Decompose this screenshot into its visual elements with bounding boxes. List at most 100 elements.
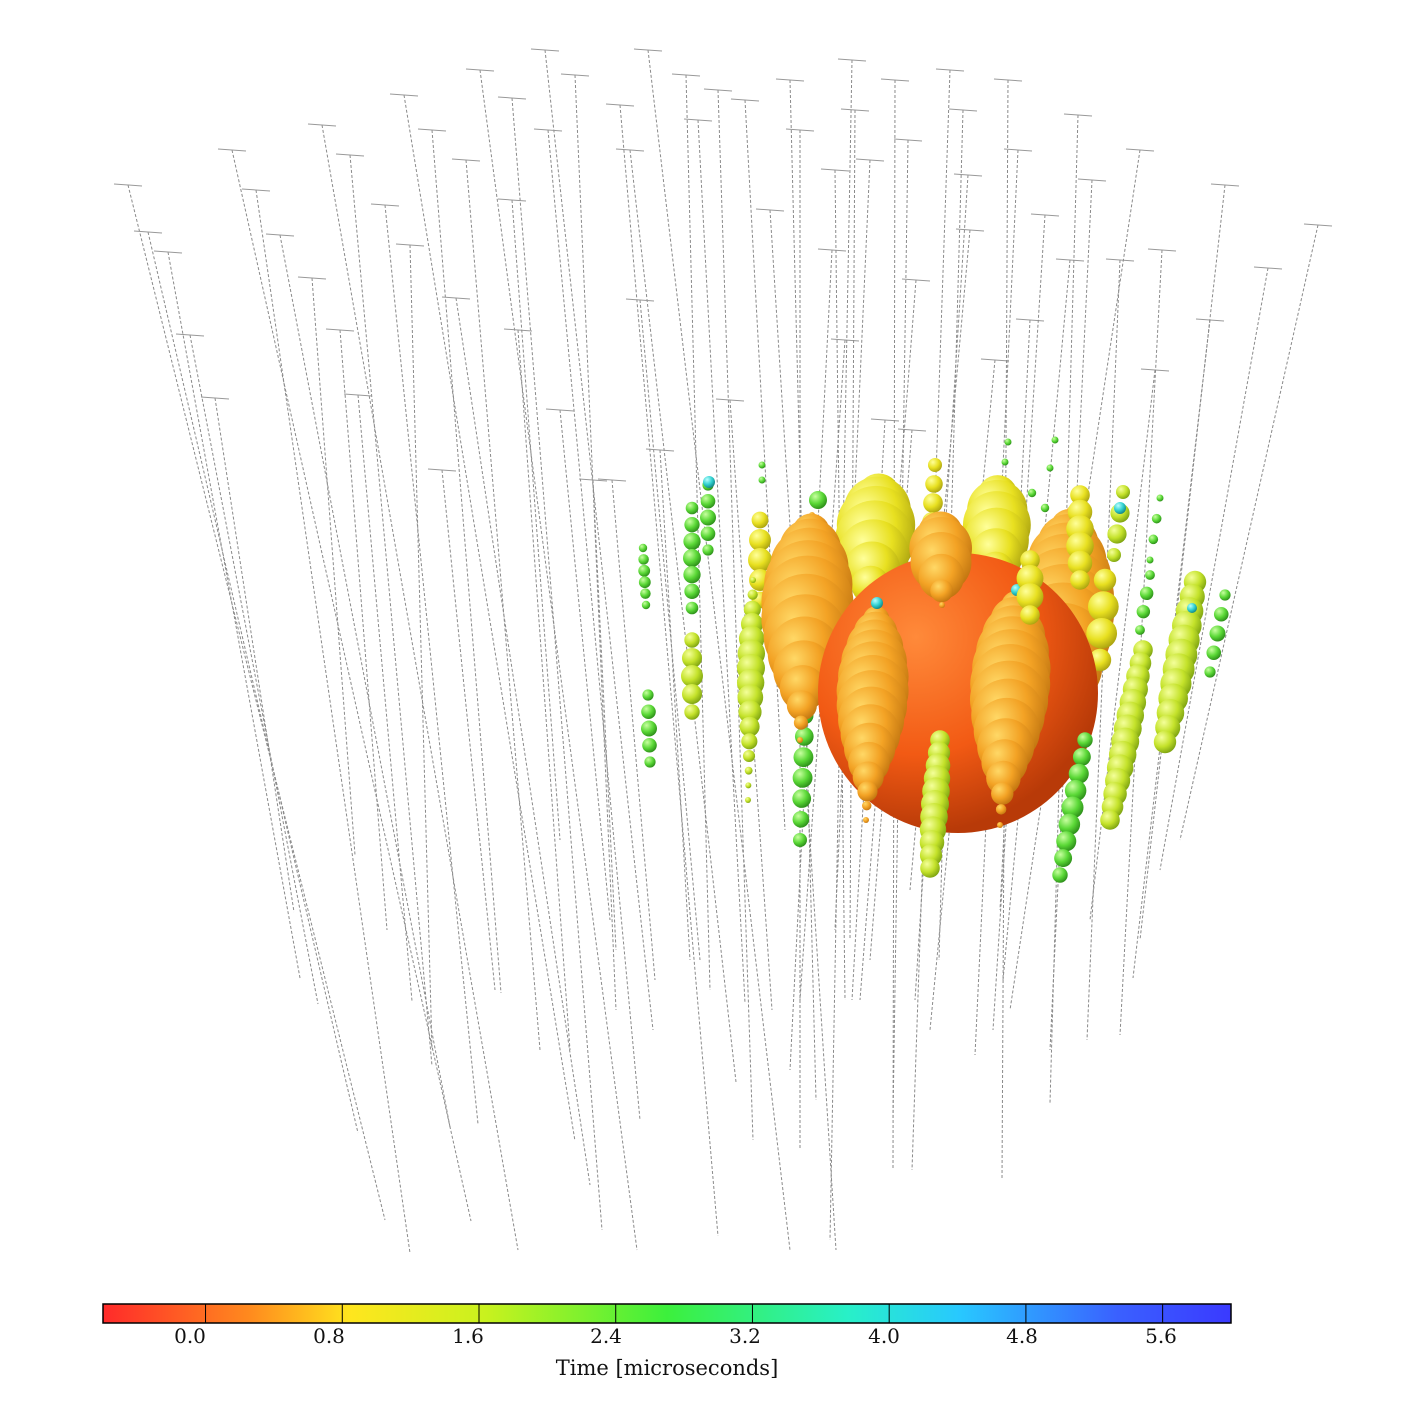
hit-sphere (1070, 485, 1090, 505)
detector-string (441, 296, 591, 1186)
colorbar-tick-label: 4.8 (1006, 1324, 1038, 1348)
hit-sphere (641, 720, 657, 737)
detector-string (297, 276, 356, 856)
hit-sphere (642, 737, 657, 753)
hit-sphere (758, 476, 766, 484)
hit-sphere (995, 804, 1007, 815)
hit-sphere (871, 597, 883, 609)
hit-sphere (1148, 534, 1159, 545)
detector-string (974, 148, 1033, 1056)
hit-sphere (683, 549, 701, 567)
hit-sphere (925, 475, 943, 493)
detector-string (914, 173, 983, 1001)
detector-string (992, 213, 1060, 1031)
colorbar-tick-label: 3.2 (729, 1324, 761, 1348)
detector-string (389, 93, 576, 1142)
hit-sphere (738, 700, 762, 724)
hit-sphere (1209, 625, 1226, 642)
detector-string (633, 48, 791, 1251)
hit-sphere (1087, 591, 1119, 623)
detector-string (703, 88, 754, 1141)
colorbar-tick-label: 0.8 (313, 1324, 345, 1348)
detector-string (683, 118, 746, 1004)
hit-sphere (685, 501, 699, 515)
detector-string (530, 48, 654, 1031)
detector-string (395, 243, 433, 1051)
hit-sphere (1020, 550, 1040, 570)
hit-sphere (939, 602, 945, 608)
hit-sphere (685, 601, 699, 615)
detector-string (560, 73, 617, 1011)
hit-sphere (1213, 606, 1229, 622)
detector-string (1089, 368, 1170, 921)
detector-string (241, 188, 411, 1254)
colorbar-tick-label: 4.0 (868, 1324, 900, 1348)
hit-sphere (1145, 570, 1155, 580)
hit-sphere (1040, 503, 1050, 513)
hit-sphere (1020, 605, 1040, 625)
hit-sphere (1046, 464, 1054, 472)
hit-sphere (747, 589, 758, 600)
detector-string (503, 328, 571, 1051)
hit-spheres (638, 436, 1231, 883)
detector-string (370, 203, 479, 1125)
hit-sphere (918, 553, 965, 600)
detector-string (265, 233, 451, 1128)
hit-sphere (1139, 586, 1154, 601)
hit-sphere (748, 548, 772, 572)
hit-sphere (1156, 494, 1164, 502)
hit-sphere (792, 810, 810, 828)
hit-sphere (1016, 583, 1044, 611)
hit-sphere (991, 782, 1014, 805)
hit-sphere (684, 583, 700, 599)
detector-string (200, 396, 295, 913)
hit-sphere (1077, 732, 1093, 748)
detector-string (307, 123, 519, 1251)
detector-string (578, 478, 617, 951)
detector-string (892, 138, 923, 1119)
detector-string (217, 148, 472, 1222)
hit-sphere (739, 716, 760, 737)
hit-sphere (1058, 813, 1081, 836)
detector-string (1139, 183, 1240, 941)
hit-sphere (1135, 625, 1145, 635)
hit-sphere (638, 576, 651, 589)
hit-sphere (683, 532, 701, 550)
hit-sphere (641, 600, 651, 610)
detector-string (427, 468, 496, 991)
detector-string (645, 448, 691, 961)
hit-sphere (749, 529, 771, 551)
hit-sphere (863, 817, 869, 823)
hit-sphere (641, 704, 656, 720)
detector-string (133, 230, 359, 1134)
hit-sphere (1146, 556, 1154, 564)
hit-sphere (751, 511, 769, 529)
hit-sphere (792, 789, 812, 808)
hit-sphere (1086, 617, 1118, 649)
hit-sphere (793, 715, 808, 730)
hit-sphere (793, 747, 814, 768)
hit-sphere (797, 737, 803, 743)
hit-sphere (1100, 810, 1120, 830)
detector-string (597, 478, 656, 981)
hit-sphere (745, 797, 751, 803)
detector-string (153, 250, 301, 979)
hit-sphere (1093, 568, 1117, 592)
hit-sphere (1056, 831, 1077, 852)
detector-string (113, 183, 386, 1221)
detector-string (343, 393, 413, 1002)
detector-string (497, 96, 603, 1231)
event-display-scene (113, 48, 1333, 1254)
detector-string (417, 128, 502, 994)
hit-sphere (638, 543, 648, 553)
hit-sphere (700, 526, 716, 542)
detector-string (335, 153, 433, 1067)
detector-string (671, 73, 711, 991)
hit-sphere (745, 782, 752, 789)
hit-sphere (1070, 570, 1090, 590)
colorbar-tick-label: 5.6 (1145, 1324, 1177, 1348)
hit-sphere (681, 647, 703, 669)
detector-string (325, 328, 388, 931)
hit-sphere (644, 756, 656, 768)
detector-string (1049, 113, 1093, 1104)
